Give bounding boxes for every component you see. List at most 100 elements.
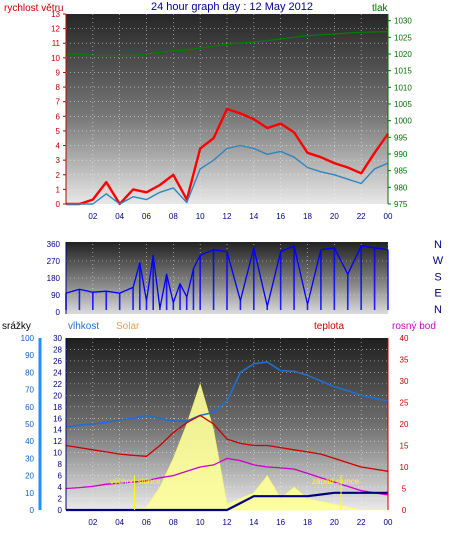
wind-speed-tick-label: 1 <box>56 185 61 194</box>
series-line-temperature <box>65 414 389 472</box>
series-line-humidity <box>65 361 389 428</box>
temperature-x-tick-label: 06 <box>142 518 151 527</box>
series-line-rain <box>66 491 388 512</box>
wind-speed-tick-label: 13 <box>51 10 60 19</box>
series-line-wind-direction <box>65 245 389 309</box>
pressure-tick-label: 990 <box>394 150 408 159</box>
page-title: 24 hour graph day : 12 May 2012 <box>151 1 313 13</box>
compass-label: E <box>434 288 441 300</box>
wind-direction-tick-label: 0 <box>56 308 61 317</box>
temperature-x-tick-label: 22 <box>357 518 366 527</box>
temperature-tick-label: 25 <box>400 399 409 408</box>
humidity-tick-label: 4 <box>58 483 63 492</box>
pressure-tick-label: 1000 <box>394 117 412 126</box>
rain-tick-label: 70 <box>25 386 34 395</box>
pressure-tick-label: 985 <box>394 167 408 176</box>
rain-tick-label: 40 <box>25 437 34 446</box>
rain-tick-label: 80 <box>25 368 34 377</box>
wind-direction-tick-label: 180 <box>47 274 61 283</box>
wind-pressure-x-tick-label: 14 <box>249 212 258 221</box>
humidity-tick-label: 24 <box>53 368 62 377</box>
rain-axis-title: srážky <box>2 321 31 332</box>
wind-speed-tick-label: 3 <box>56 156 61 165</box>
temperature-x-tick-label: 04 <box>115 518 124 527</box>
axes: 0123456789101112139759809859909951000100… <box>21 10 444 527</box>
rain-tick-label: 10 <box>25 489 34 498</box>
compass-label: S <box>434 271 441 283</box>
pressure-tick-label: 1015 <box>394 67 412 76</box>
rain-tick-label: 100 <box>21 334 35 343</box>
wind-speed-tick-label: 7 <box>56 98 61 107</box>
temperature-x-tick-label: 14 <box>249 518 258 527</box>
wind-speed-tick-label: 2 <box>56 171 61 180</box>
temperature-x-tick-label: 02 <box>88 518 97 527</box>
humidity-tick-label: 22 <box>53 380 62 389</box>
wind-direction-chart <box>65 244 389 312</box>
humidity-tick-label: 0 <box>58 506 63 515</box>
wind-speed-tick-label: 0 <box>56 200 61 209</box>
pressure-tick-label: 1010 <box>394 83 412 92</box>
wind-pressure-x-tick-label: 18 <box>303 212 312 221</box>
temperature-x-tick-label: 16 <box>276 518 285 527</box>
wind-speed-tick-label: 11 <box>52 39 61 48</box>
temperature-chart <box>65 338 389 512</box>
humidity-tick-label: 16 <box>53 414 62 423</box>
pressure-tick-label: 995 <box>394 133 408 142</box>
dew-point-axis-title: rosný bod <box>392 321 436 332</box>
humidity-tick-label: 2 <box>58 495 63 504</box>
wind-speed-tick-label: 8 <box>56 83 61 92</box>
wind-direction-tick-label: 270 <box>47 257 61 266</box>
humidity-tick-label: 12 <box>53 437 62 446</box>
temperature-x-tick-label: 08 <box>169 518 178 527</box>
rain-tick-label: 20 <box>25 472 34 481</box>
wind-pressure-x-tick-label: 08 <box>169 212 178 221</box>
wind-pressure-x-tick-label: 04 <box>115 212 124 221</box>
series-line-dew-point <box>65 457 389 496</box>
humidity-tick-label: 30 <box>53 334 62 343</box>
humidity-tick-label: 20 <box>53 391 62 400</box>
humidity-tick-label: 10 <box>53 449 62 458</box>
wind-speed-tick-label: 4 <box>56 142 61 151</box>
wind-speed-tick-label: 10 <box>51 54 60 63</box>
humidity-tick-label: 6 <box>58 472 63 481</box>
pressure-tick-label: 1005 <box>394 100 412 109</box>
wind-direction-tick-label: 90 <box>51 291 60 300</box>
sunrise-label: východ slunce <box>110 477 161 486</box>
temperature-x-tick-label: 18 <box>303 518 312 527</box>
pressure-tick-label: 1020 <box>394 50 412 59</box>
pressure-tick-label: 1030 <box>394 17 412 26</box>
wind-pressure-x-tick-label: 06 <box>142 212 151 221</box>
solar-axis-title: Solar <box>116 321 140 332</box>
temperature-tick-label: 35 <box>400 356 409 365</box>
pressure-tick-label: 1025 <box>394 33 412 42</box>
wind-speed-tick-label: 6 <box>56 112 61 121</box>
rain-tick-label: 90 <box>25 351 34 360</box>
wind-pressure-x-tick-label: 10 <box>196 212 205 221</box>
sunset-label: západ slunce <box>312 477 360 486</box>
rain-tick-label: 30 <box>25 454 34 463</box>
temperature-x-tick-label: 20 <box>330 518 339 527</box>
temperature-tick-label: 30 <box>400 377 409 386</box>
wind-speed-axis-title: rychlost větru <box>4 3 63 14</box>
temperature-axis-title: teplota <box>314 321 344 332</box>
humidity-tick-label: 28 <box>53 345 62 354</box>
temperature-tick-label: 40 <box>400 334 409 343</box>
temperature-x-tick-label: 00 <box>384 518 393 527</box>
wind-speed-tick-label: 5 <box>56 127 61 136</box>
humidity-tick-label: 8 <box>58 460 63 469</box>
temperature-tick-label: 5 <box>402 485 407 494</box>
wind-direction-tick-label: 360 <box>47 240 61 249</box>
wind-speed-tick-label: 9 <box>56 68 61 77</box>
series-line-pressure <box>66 31 389 57</box>
temperature-x-tick-label: 10 <box>196 518 205 527</box>
compass-label: W <box>433 255 444 267</box>
compass-label: N <box>434 239 442 251</box>
wind-pressure-x-tick-label: 20 <box>330 212 339 221</box>
wind-pressure-x-tick-label: 12 <box>223 212 232 221</box>
wind-pressure-x-tick-label: 22 <box>357 212 366 221</box>
rain-tick-label: 50 <box>25 420 34 429</box>
wind-speed-tick-label: 12 <box>51 25 60 34</box>
temperature-tick-label: 15 <box>400 442 409 451</box>
